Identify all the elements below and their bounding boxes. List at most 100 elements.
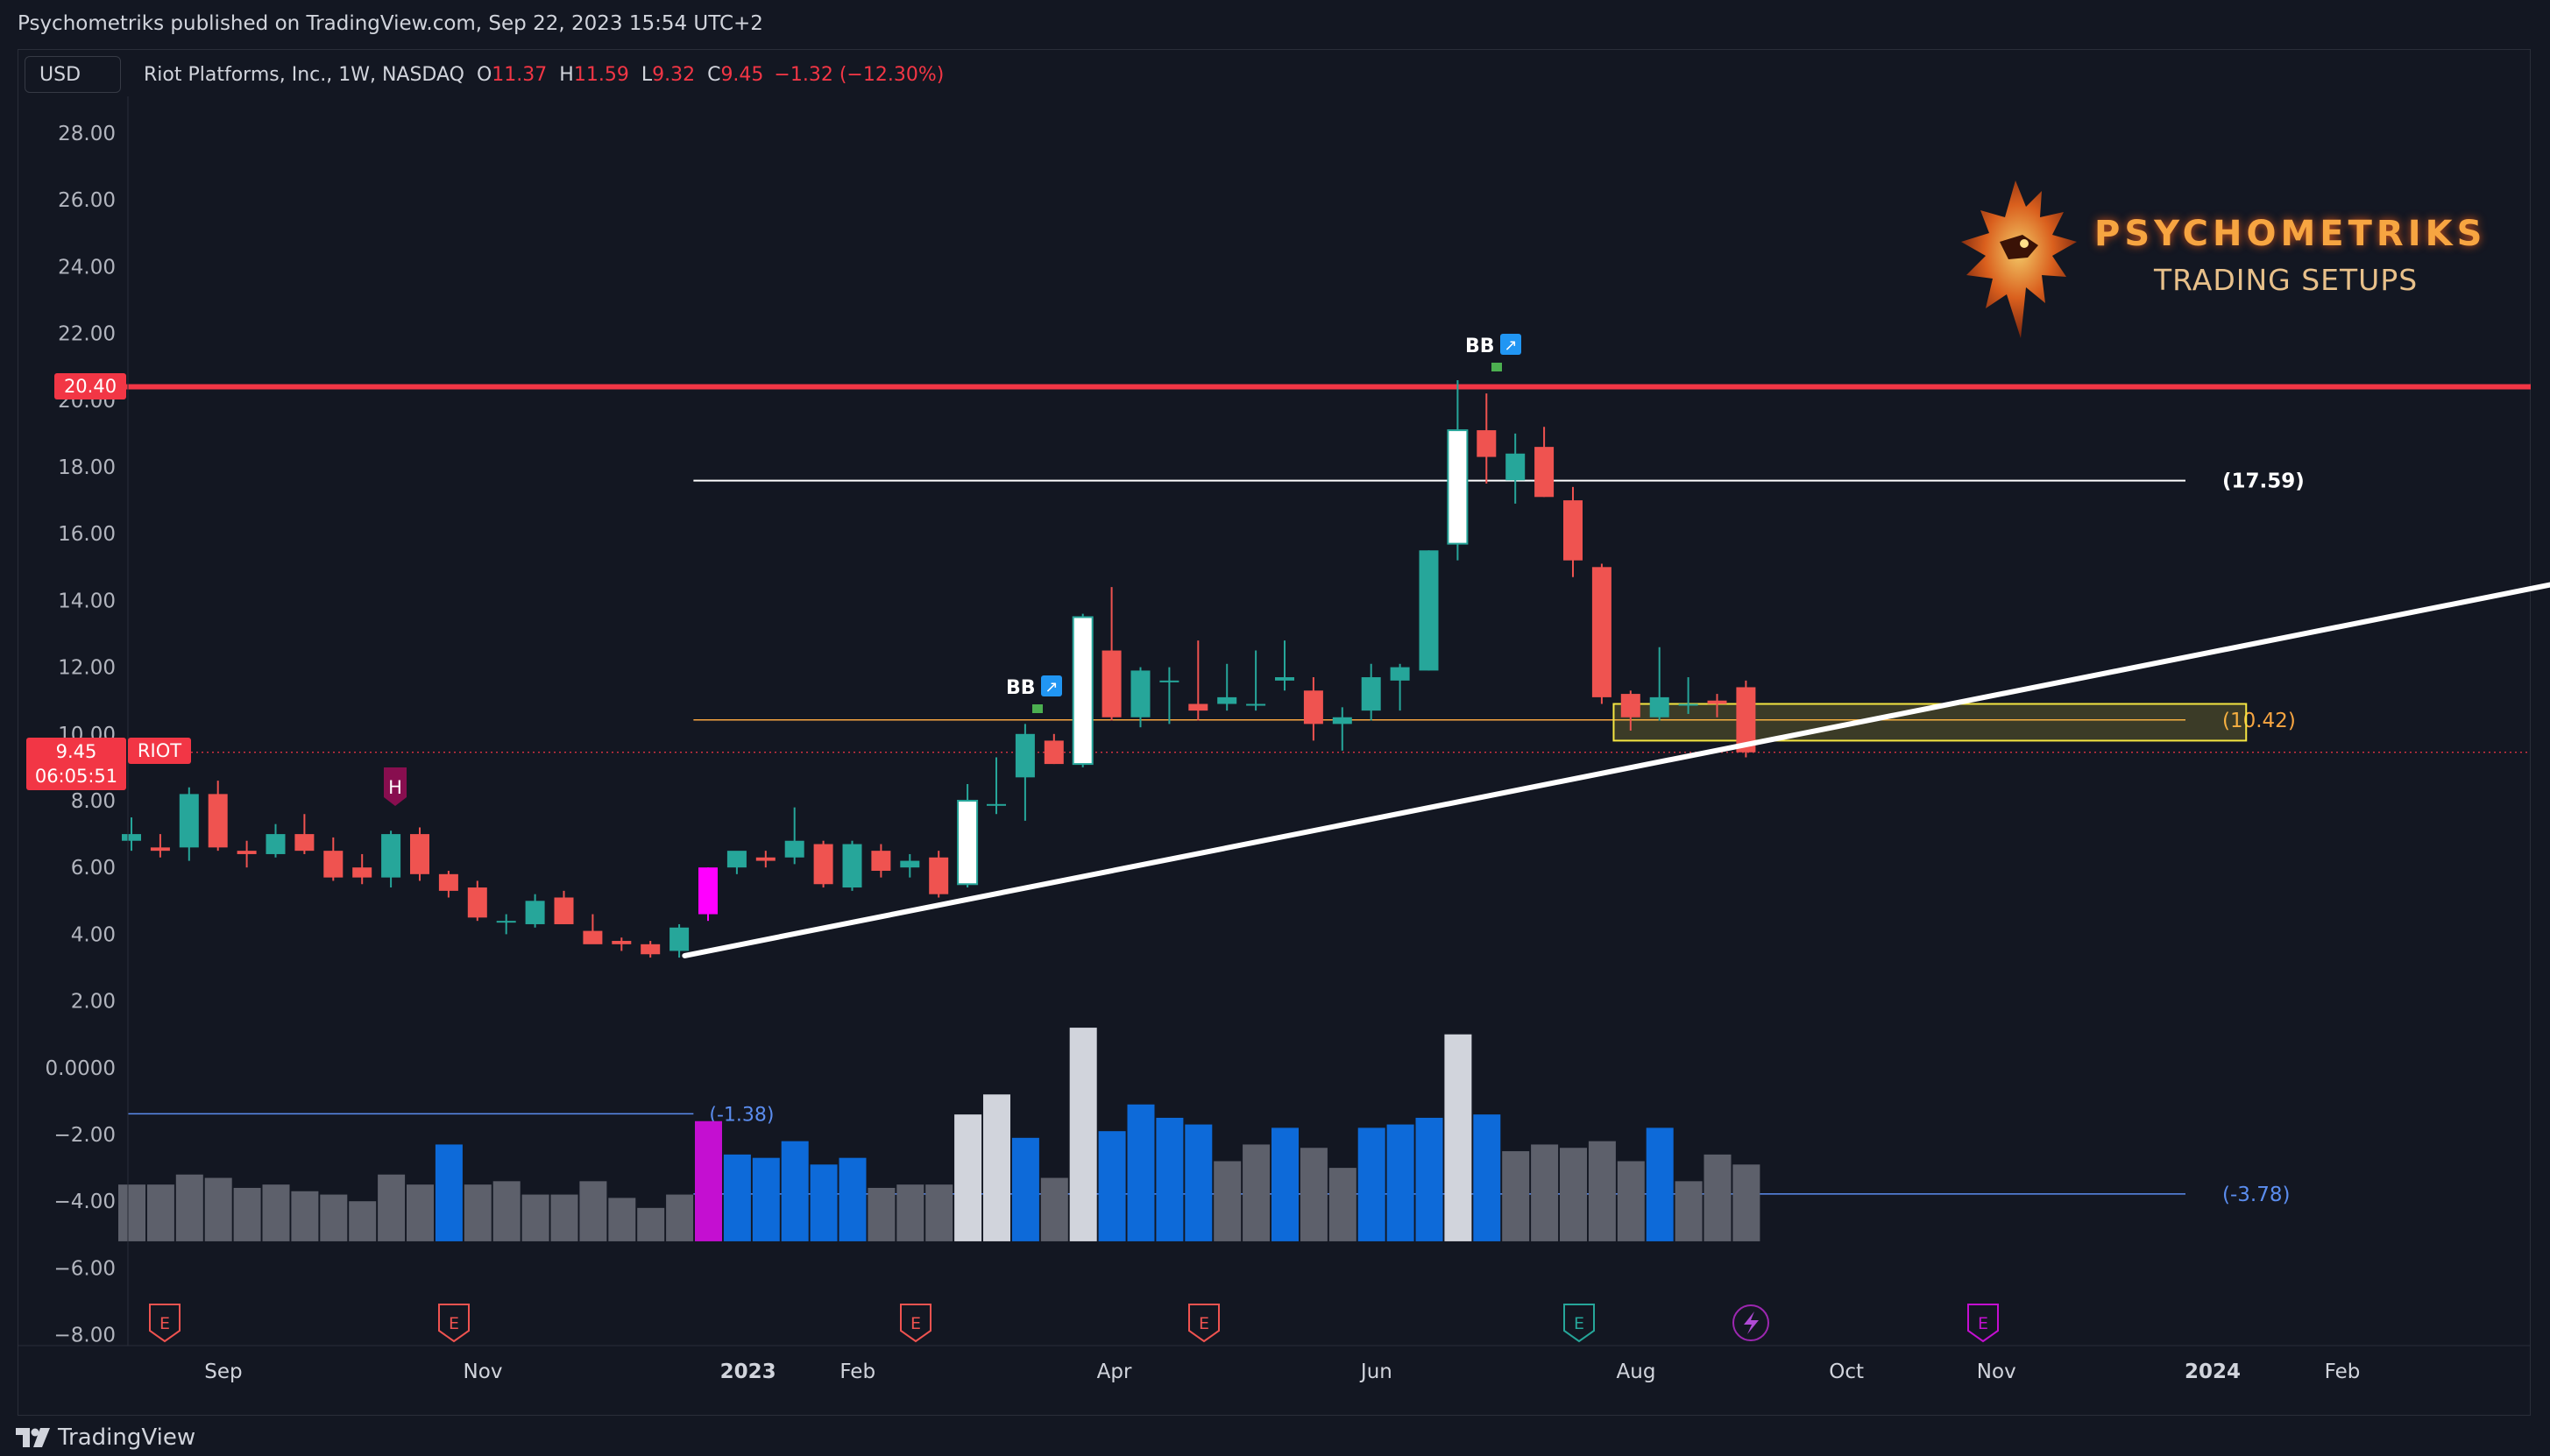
candle-body <box>1188 703 1208 711</box>
candle-body <box>1361 677 1381 711</box>
watermark-title: PSYCHOMETRIKS <box>2094 214 2487 254</box>
oscillator-bar <box>810 1164 838 1241</box>
oscillator-bar <box>492 1181 521 1241</box>
time-tick-label: Feb <box>2325 1361 2361 1383</box>
oscillator-bar <box>954 1114 982 1241</box>
watermark-subtitle: TRADING SETUPS <box>2154 263 2419 297</box>
oscillator-bar <box>262 1184 290 1241</box>
oscillator-bar <box>637 1207 665 1241</box>
close-label: C <box>707 63 721 86</box>
last-price-value: 9.45 <box>55 741 97 762</box>
resistance-price-tag: 20.40 <box>54 373 126 399</box>
earnings-icon <box>438 1304 470 1343</box>
bb-flag-icon <box>1032 704 1043 713</box>
symbol-legend: USD Riot Platforms, Inc., 1W, NASDAQ O 11… <box>25 54 944 95</box>
oscillator-bar <box>608 1198 636 1241</box>
earnings-icon <box>149 1304 181 1343</box>
bb-arrow-badge <box>1500 334 1521 355</box>
oscillator-bar <box>1415 1117 1443 1241</box>
candle-body <box>1044 740 1064 765</box>
candle-body <box>1736 687 1756 753</box>
oscillator-bar <box>1271 1127 1299 1241</box>
candle-body <box>641 944 661 955</box>
tradingview-logo[interactable]: TradingView <box>16 1424 195 1451</box>
oscillator-bar <box>1040 1177 1068 1241</box>
earnings-icon <box>900 1304 931 1343</box>
candle-body <box>583 930 603 944</box>
symbol-price-tag: RIOT <box>128 738 191 764</box>
change-value: −1.32 (−12.30%) <box>774 63 945 86</box>
oscillator-bar <box>175 1174 203 1241</box>
level-upper-label: (17.59) <box>2222 470 2305 493</box>
price-tick-label: 0.0000 <box>46 1057 116 1080</box>
candle-body <box>784 840 804 858</box>
oscillator-bar <box>666 1194 694 1241</box>
last-price-tag: 9.45 06:05:51 <box>26 738 126 790</box>
oscillator-bar <box>291 1191 319 1241</box>
earnings-label: E <box>1574 1314 1584 1333</box>
candle-body <box>1477 430 1497 457</box>
time-tick-label: Aug <box>1617 1361 1656 1383</box>
oscillator-bar <box>1617 1161 1645 1241</box>
oscillator-bar <box>1011 1137 1039 1241</box>
candle-body <box>410 834 429 874</box>
oscillator-bar <box>1502 1151 1530 1241</box>
osc-lower-label: (-3.78) <box>2222 1184 2290 1206</box>
oscillator-bar <box>1300 1148 1328 1241</box>
oscillator-bar <box>723 1154 751 1241</box>
candle-body <box>237 851 257 854</box>
price-tick-label: −2.00 <box>54 1124 116 1147</box>
published-text: Psychometriks published on TradingView.c… <box>18 12 763 35</box>
candle-body <box>122 834 141 841</box>
candle-body <box>1505 453 1526 481</box>
candle-body <box>929 857 949 894</box>
candle-body <box>1217 696 1237 704</box>
oscillator-bar <box>983 1094 1010 1241</box>
oscillator-bar <box>752 1157 780 1241</box>
oscillator-bar <box>839 1157 867 1241</box>
candle-body <box>1707 700 1727 704</box>
oscillator-bar <box>233 1187 261 1241</box>
price-tick-label: 26.00 <box>58 189 116 212</box>
candle-body <box>1678 703 1698 706</box>
time-tick-label: Apr <box>1097 1361 1132 1383</box>
oscillator-bar <box>896 1184 924 1241</box>
oscillator-bar <box>1386 1124 1414 1241</box>
candle-body <box>987 803 1006 806</box>
price-tick-label: 14.00 <box>58 590 116 612</box>
oscillator-bar <box>1732 1164 1760 1241</box>
candle-body <box>294 834 315 852</box>
chart-canvas[interactable]: (17.59)(10.42)(-1.38)(-3.78) BB ↗BB ↗HE E E E… <box>0 0 2550 1416</box>
price-tick-label: 8.00 <box>71 790 116 813</box>
price-tick-label: 16.00 <box>58 523 116 546</box>
oscillator-bar <box>435 1144 463 1241</box>
candle-body <box>1101 650 1122 717</box>
candle-body <box>871 851 891 872</box>
currency-button[interactable]: USD <box>25 56 121 93</box>
candle-body <box>698 867 718 915</box>
oscillator-bar <box>925 1184 953 1241</box>
candle-body <box>208 794 228 848</box>
candle-body <box>496 921 516 923</box>
candle-body <box>438 873 458 891</box>
dragon-icon <box>1961 180 2077 338</box>
candle-body <box>525 901 545 924</box>
symbol-text[interactable]: Riot Platforms, Inc., 1W, NASDAQ <box>144 63 464 86</box>
oscillator-bar <box>1185 1124 1213 1241</box>
candle-body <box>323 851 344 878</box>
earnings-icon <box>1188 1304 1220 1343</box>
candle-body <box>669 927 690 951</box>
tradingview-icon <box>16 1428 50 1447</box>
oscillator-bar <box>781 1141 809 1241</box>
candle-body <box>381 834 401 878</box>
oscillator-bar <box>1069 1028 1097 1241</box>
oscillator-bar <box>579 1181 607 1241</box>
candle-body <box>266 834 286 854</box>
bb-label: BB <box>1006 677 1036 699</box>
oscillator-bar <box>349 1201 377 1241</box>
candle-body <box>957 800 979 886</box>
candle-body <box>1620 694 1640 717</box>
low-value: 9.32 <box>652 63 696 86</box>
publish-header: Psychometriks published on TradingView.c… <box>0 0 2550 49</box>
bb-arrow-icon: ↗ <box>1045 678 1058 696</box>
